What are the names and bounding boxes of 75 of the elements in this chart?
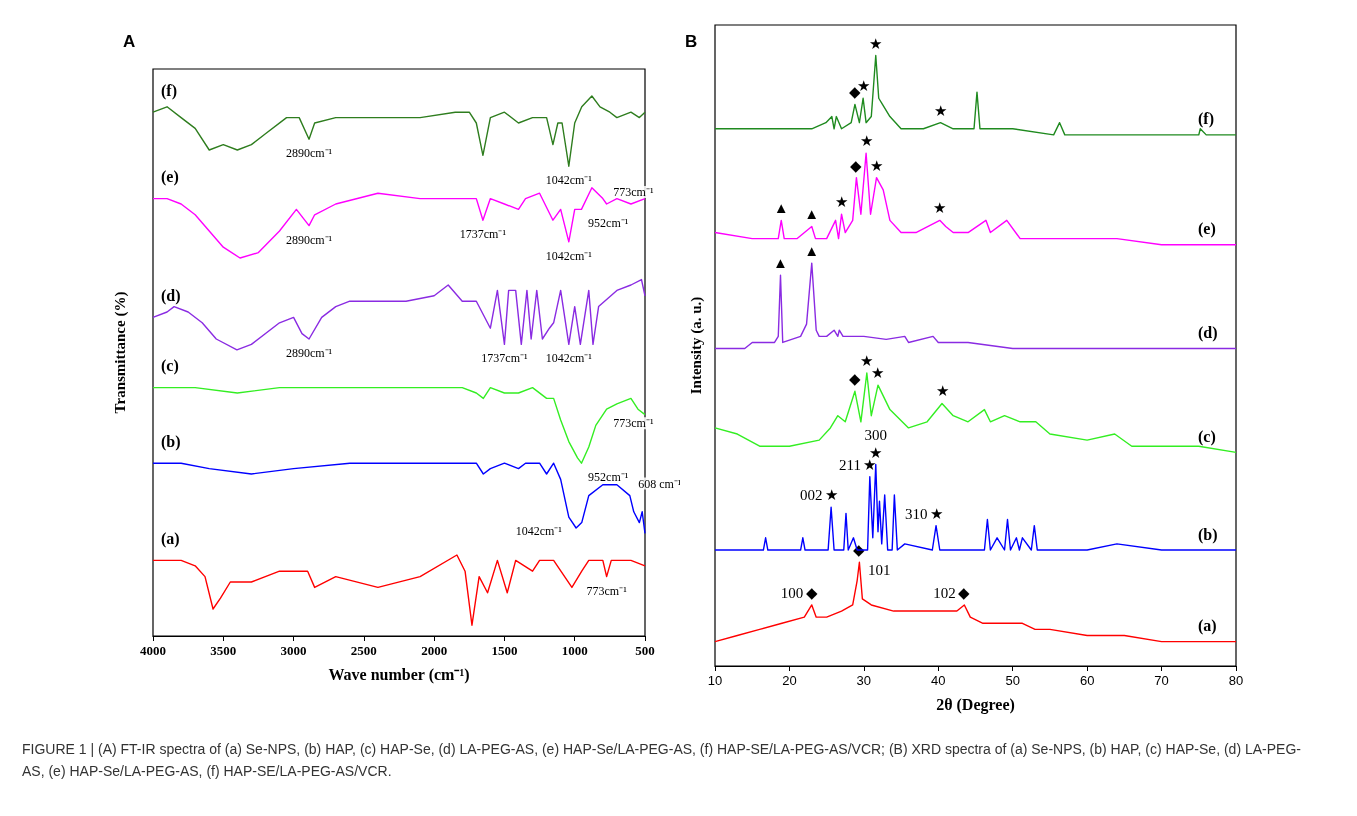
annotation: 100 xyxy=(780,584,804,601)
annotation: 101 xyxy=(867,562,891,579)
series-label: (f) xyxy=(1197,110,1214,129)
annotation: 952cm⁻¹ xyxy=(588,470,629,485)
annotation: ◆ xyxy=(805,584,818,601)
annotation: 310 xyxy=(905,505,928,522)
x-tick-label: 30 xyxy=(856,673,872,688)
annotation: ▲ xyxy=(804,206,820,223)
x-tick-label: 2000 xyxy=(421,643,448,658)
x-tick-label: 50 xyxy=(1005,673,1020,688)
annotation: 1042cm⁻¹ xyxy=(545,248,593,263)
y-axis-title: Transmittance (%) xyxy=(111,291,129,414)
series-label: (d) xyxy=(1197,324,1218,343)
x-tick-label: 10 xyxy=(707,673,723,688)
annotation: ★ xyxy=(871,365,885,382)
annotation: 1737cm⁻¹ xyxy=(459,227,507,242)
annotation: ▲ xyxy=(804,243,820,260)
x-tick-label: 4000 xyxy=(140,643,166,658)
annotation: 2890cm⁻¹ xyxy=(285,232,333,247)
series-label: (c) xyxy=(160,357,179,376)
annotation: 2890cm⁻¹ xyxy=(285,146,333,161)
chart-title: A xyxy=(123,32,136,51)
series-label: (f) xyxy=(160,81,177,100)
annotation: 773cm⁻¹ xyxy=(586,583,628,598)
chart-title: B xyxy=(685,32,698,51)
x-tick-label: 70 xyxy=(1154,673,1169,688)
annotation: 1042cm⁻¹ xyxy=(545,173,593,188)
series-label: (b) xyxy=(1197,525,1218,544)
annotation: ★ xyxy=(859,133,873,150)
x-axis-title: 2θ (Degree) xyxy=(936,695,1015,714)
x-tick-label: 2500 xyxy=(350,643,377,658)
annotation: 773cm⁻¹ xyxy=(613,416,654,431)
annotation: ★ xyxy=(933,200,947,217)
caption: FIGURE 1 | (A) FT-IR spectra of (a) Se-NPS, (b) HAP, (c) HAP-Se, (d) LA-PEG-AS, (e) HAP-Se/LA-PEG-AS, (f) HAP-SE/LA-PEG-AS/VCR; (B) XRD spectra of (a) Se-NPS, (b) HAP, (c) HAP-Se, (d) LA-PEG-AS, (e) HAP-Se/LA-PEG-AS, (f) HAP-SE/LA-PEG-AS/VCR. xyxy=(22,740,1302,781)
annotation: ◆ xyxy=(850,157,863,174)
annotation: 773cm⁻¹ xyxy=(613,185,654,199)
x-tick-label: 1000 xyxy=(561,643,588,658)
x-tick-label: 500 xyxy=(635,643,655,658)
x-tick-label: 40 xyxy=(931,673,946,688)
series-label: (c) xyxy=(1197,427,1216,446)
x-axis-title: Wave number (cm⁻¹) xyxy=(328,665,470,684)
series-label: (b) xyxy=(160,432,181,451)
series-label: (a) xyxy=(160,529,180,548)
annotation: ★ xyxy=(824,487,838,504)
annotation: 952cm⁻¹ xyxy=(588,216,629,231)
annotation: ★ xyxy=(835,194,849,211)
annotation: 1042cm⁻¹ xyxy=(515,524,563,539)
annotation: ★ xyxy=(870,157,884,174)
annotation: 2890cm⁻¹ xyxy=(285,346,333,360)
x-tick-label: 1500 xyxy=(491,643,518,658)
series-label: (d) xyxy=(160,286,181,305)
annotation: ★ xyxy=(934,102,948,119)
annotation: 102 xyxy=(933,584,956,601)
x-tick-label: 3000 xyxy=(280,643,307,658)
annotation: ★ xyxy=(929,505,943,522)
series-label: (a) xyxy=(1197,617,1217,636)
annotation: ★ xyxy=(935,383,949,400)
annotation: 002 xyxy=(800,487,823,504)
series-label: (e) xyxy=(1197,220,1216,239)
annotation: ★ xyxy=(860,352,874,369)
y-axis-title: Intensity (a. u.) xyxy=(687,296,705,395)
annotation: 1042cm⁻¹ xyxy=(545,351,593,366)
x-tick-label: 3500 xyxy=(210,643,237,658)
annotation: 211 xyxy=(839,456,862,473)
annotation: ★ xyxy=(869,35,883,52)
x-tick-label: 80 xyxy=(1228,673,1244,688)
annotation: ▲ xyxy=(773,200,789,217)
annotation: ◆ xyxy=(958,584,971,601)
annotation: 300 xyxy=(864,426,888,443)
annotation: 1737cm⁻¹ xyxy=(481,351,528,366)
annotation: ▲ xyxy=(773,255,788,272)
annotation: ◆ xyxy=(848,371,861,388)
x-tick-label: 20 xyxy=(782,673,797,688)
x-tick-label: 60 xyxy=(1079,673,1095,688)
series-label: (e) xyxy=(160,168,179,187)
